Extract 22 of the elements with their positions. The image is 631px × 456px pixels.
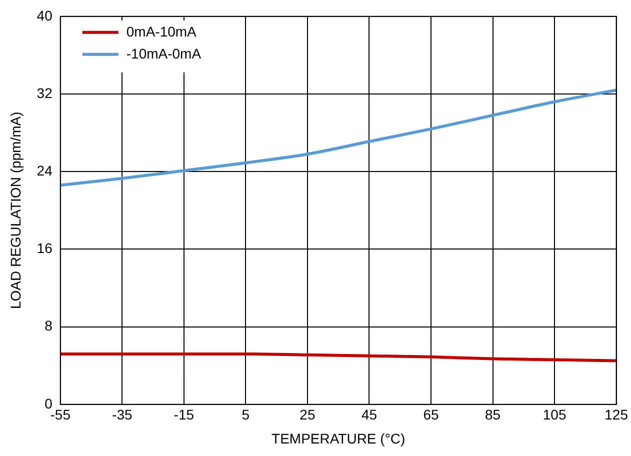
- x-tick-label: -55: [50, 406, 71, 423]
- x-tick-label: 45: [361, 406, 378, 423]
- line-series: [60, 88, 616, 187]
- y-tick-label: 32: [36, 84, 53, 101]
- x-tick-label: -15: [174, 406, 194, 423]
- line-series: [60, 352, 616, 362]
- y-tick-label: 8: [44, 318, 53, 334]
- y-axis-title: LOAD REGULATION (ppm/mA): [7, 112, 24, 310]
- x-tick-label: 65: [423, 406, 439, 423]
- y-tick-label: 24: [36, 162, 53, 178]
- y-tick-label: 0: [44, 395, 53, 412]
- x-tick-label: 105: [542, 406, 566, 423]
- x-tick-label: 25: [300, 406, 316, 423]
- x-axis-title: TEMPERATURE (°C): [272, 430, 406, 446]
- x-tick-label: 5: [242, 406, 250, 423]
- x-tick-label: 85: [484, 406, 501, 423]
- x-tick-label: -35: [112, 406, 132, 423]
- legend-label: -10mA-0mA: [126, 45, 202, 62]
- legend-label: 0mA-10mA: [126, 23, 198, 40]
- y-tick-label: 16: [36, 240, 53, 256]
- y-tick-label: 40: [36, 7, 53, 24]
- x-tick-label: 125: [604, 406, 628, 423]
